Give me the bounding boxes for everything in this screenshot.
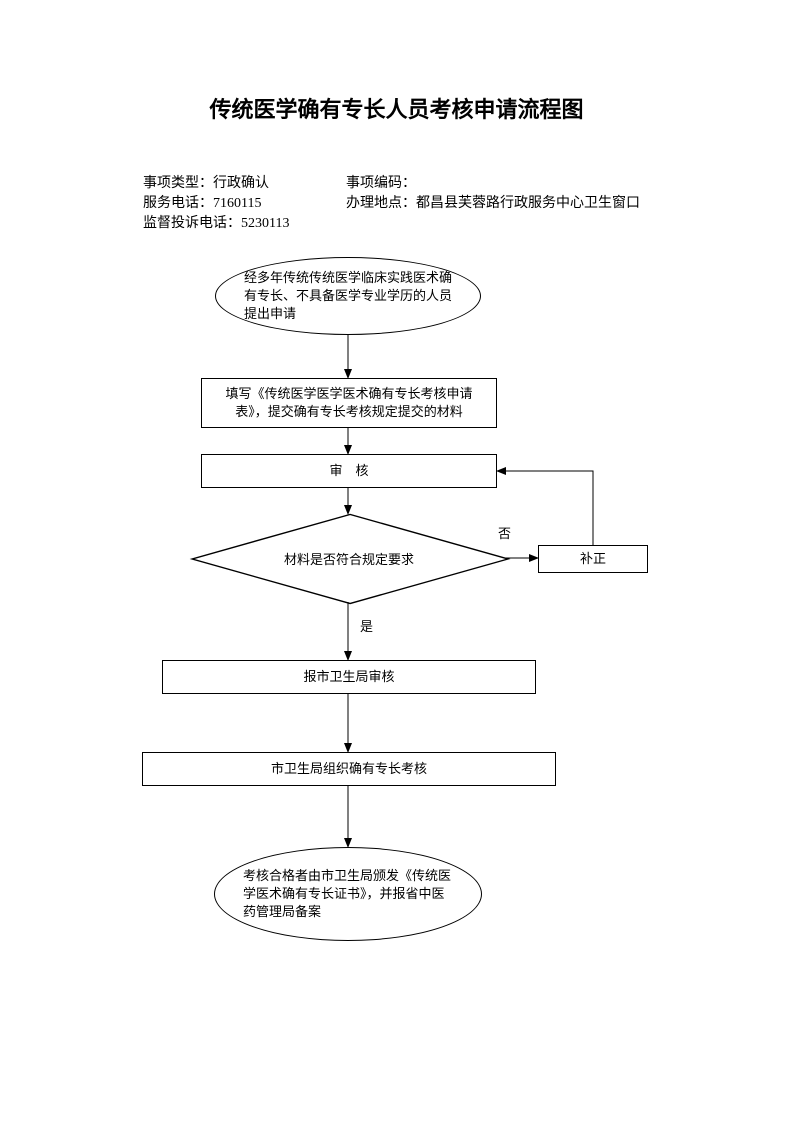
info-left: 事项类型：行政确认 服务电话：7160115 监督投诉电话：5230113 (143, 174, 289, 234)
flow-edge-label: 是 (360, 616, 373, 635)
flow-node-n4: 材料是否符合规定要求 (193, 514, 505, 602)
flow-node-n8: 考核合格者由市卫生局颁发《传统医学医术确有专长证书》，并报省中医药管理局备案 (214, 847, 482, 941)
info-line: 事项编码： (346, 174, 640, 194)
flow-node-text: 市卫生局组织确有专长考核 (271, 760, 427, 778)
info-line: 事项类型：行政确认 (143, 174, 289, 194)
flow-node-text: 审 核 (329, 462, 368, 480)
flow-node-n6: 报市卫生局审核 (162, 660, 536, 694)
flow-node-label: 材料是否符合规定要求 (193, 549, 505, 568)
flow-node-n3: 审 核 (201, 454, 497, 488)
flow-node-n7: 市卫生局组织确有专长考核 (142, 752, 556, 786)
page-title: 传统医学确有专长人员考核申请流程图 (0, 92, 793, 124)
info-line: 办理地点：都昌县芙蓉路行政服务中心卫生窗口 (346, 194, 640, 214)
info-line: 服务电话：7160115 (143, 194, 289, 214)
flow-node-n2: 填写《传统医学医学医术确有专长考核申请表》，提交确有专长考核规定提交的材料 (201, 378, 497, 428)
flow-edge-label: 否 (498, 523, 511, 542)
flow-node-n1: 经多年传统传统医学临床实践医术确有专长、不具备医学专业学历的人员提出申请 (215, 257, 481, 335)
flow-node-text: 报市卫生局审核 (303, 668, 394, 686)
flow-node-text: 考核合格者由市卫生局颁发《传统医学医术确有专长证书》，并报省中医药管理局备案 (243, 867, 453, 921)
flow-node-n5: 补正 (538, 545, 648, 573)
flow-node-text: 填写《传统医学医学医术确有专长考核申请表》，提交确有专长考核规定提交的材料 (212, 385, 486, 421)
info-line: 监督投诉电话：5230113 (143, 214, 289, 234)
flow-node-text: 经多年传统传统医学临床实践医术确有专长、不具备医学专业学历的人员提出申请 (244, 269, 452, 323)
flow-node-text: 补正 (580, 550, 606, 568)
flow-edge (497, 471, 593, 545)
info-right: 事项编码： 办理地点：都昌县芙蓉路行政服务中心卫生窗口 (346, 174, 640, 214)
